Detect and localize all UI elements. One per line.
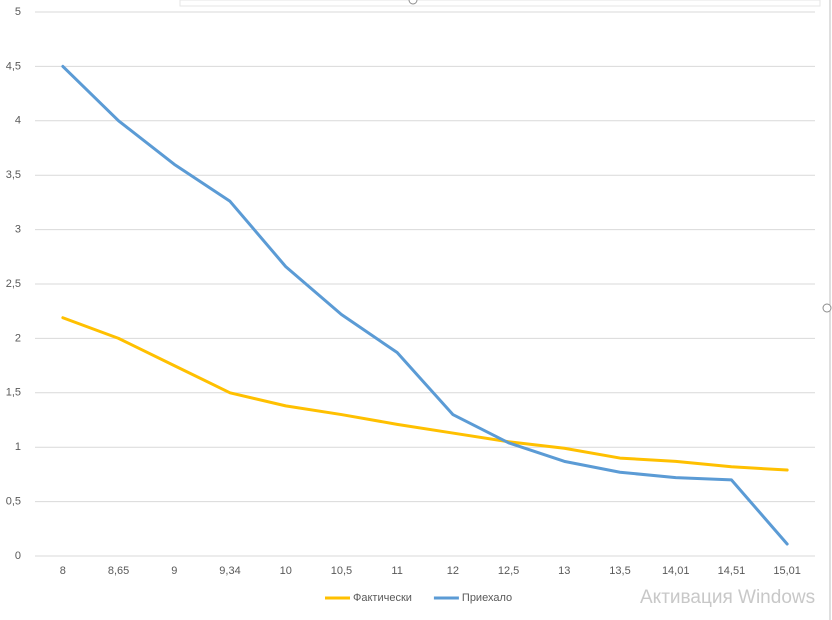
y-tick-label: 0,5 <box>6 496 21 508</box>
data-line <box>61 64 789 546</box>
overlay-window-edge <box>179 0 821 7</box>
x-tick-label: 14,51 <box>718 565 746 577</box>
y-tick-label: 0 <box>15 550 21 562</box>
legend-label: Фактически <box>353 592 412 604</box>
x-tick-label: 10 <box>280 565 292 577</box>
y-tick-label: 1,5 <box>6 387 21 399</box>
y-tick-label: 2,5 <box>6 278 21 290</box>
x-tick-label: 14,01 <box>662 565 690 577</box>
y-tick-label: 3 <box>15 224 21 236</box>
y-tick-label: 4,5 <box>6 60 21 72</box>
resize-handle[interactable] <box>408 0 418 5</box>
x-tick-label: 8,65 <box>108 565 129 577</box>
resize-handle[interactable] <box>822 303 832 313</box>
watermark: Активация Windows <box>640 587 815 608</box>
data-line <box>61 316 789 472</box>
y-tick-label: 2 <box>15 332 21 344</box>
y-tick-label: 4 <box>15 115 21 127</box>
x-tick-label: 12,5 <box>498 565 519 577</box>
x-tick-label: 13,5 <box>609 565 630 577</box>
x-tick-label: 15,01 <box>773 565 801 577</box>
x-tick-label: 11 <box>391 565 402 577</box>
y-tick-label: 3,5 <box>6 169 21 181</box>
x-tick-label: 8 <box>60 565 66 577</box>
x-tick-label: 12 <box>447 565 459 577</box>
y-tick-label: 1 <box>15 441 21 453</box>
x-tick-label: 9 <box>171 565 177 577</box>
x-tick-label: 9,34 <box>219 565 240 577</box>
x-tick-label: 10,5 <box>331 565 352 577</box>
y-tick-label: 5 <box>15 6 21 18</box>
x-tick-label: 13 <box>558 565 570 577</box>
legend-label: Приехало <box>462 592 512 604</box>
